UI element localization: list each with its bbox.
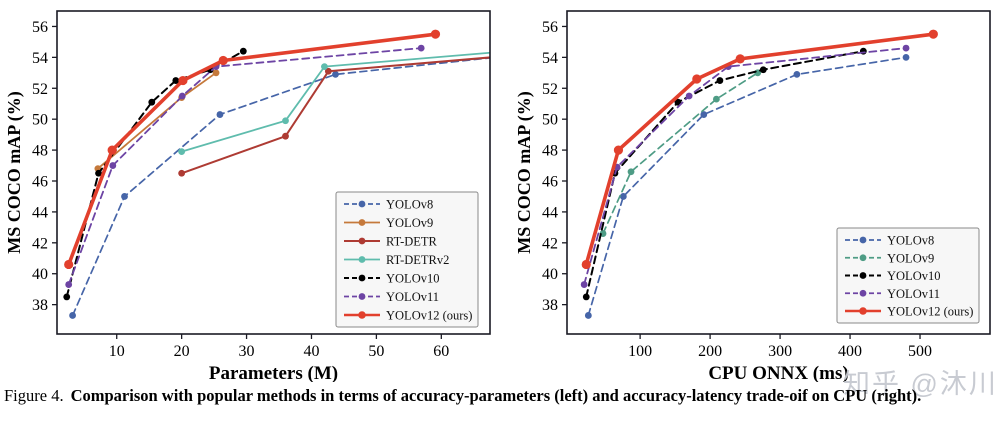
svg-text:YOLOv11: YOLOv11	[386, 290, 439, 304]
svg-text:48: 48	[542, 143, 558, 160]
svg-text:400: 400	[838, 343, 862, 360]
svg-text:42: 42	[542, 235, 558, 252]
svg-text:54: 54	[542, 50, 558, 67]
caption-text: Comparison with popular methods in terms…	[70, 386, 922, 405]
svg-text:YOLOv9: YOLOv9	[887, 251, 934, 265]
svg-text:RT-DETRv2: RT-DETRv2	[386, 253, 449, 267]
svg-text:YOLOv10: YOLOv10	[386, 272, 439, 286]
svg-text:YOLOv9: YOLOv9	[386, 216, 433, 230]
svg-text:56: 56	[542, 19, 558, 36]
svg-text:20: 20	[174, 343, 190, 360]
svg-text:44: 44	[542, 204, 558, 221]
svg-text:300: 300	[768, 343, 792, 360]
svg-text:MS COCO mAP (%): MS COCO mAP (%)	[4, 91, 25, 253]
svg-text:38: 38	[542, 297, 558, 314]
svg-text:56: 56	[32, 19, 48, 36]
svg-text:RT-DETR: RT-DETR	[386, 235, 438, 249]
charts-canvas: 38 40 42 44 46 48 50 52 54 56 10 20 30 40 50 60 Paramete…	[4, 10, 991, 382]
svg-text:46: 46	[542, 174, 558, 191]
svg-text:YOLOv12 (ours): YOLOv12 (ours)	[386, 309, 472, 323]
svg-text:52: 52	[542, 81, 558, 98]
caption-figure-number: Figure 4.	[4, 386, 64, 405]
svg-text:60: 60	[433, 343, 449, 360]
svg-text:200: 200	[698, 343, 722, 360]
svg-text:YOLOv10: YOLOv10	[887, 269, 940, 283]
svg-text:50: 50	[32, 112, 48, 129]
svg-text:CPU ONNX (ms): CPU ONNX (ms)	[708, 363, 848, 382]
svg-text:50: 50	[368, 343, 384, 360]
svg-text:100: 100	[628, 343, 652, 360]
svg-text:54: 54	[32, 50, 48, 67]
svg-text:YOLOv12 (ours): YOLOv12 (ours)	[887, 305, 973, 319]
svg-text:42: 42	[32, 235, 48, 252]
svg-text:40: 40	[303, 343, 319, 360]
svg-text:YOLOv11: YOLOv11	[887, 287, 940, 301]
svg-text:44: 44	[32, 204, 48, 221]
chart-params: 38 40 42 44 46 48 50 52 54 56 10 20 30 40 50 60 Paramete…	[4, 10, 491, 382]
svg-text:40: 40	[542, 266, 558, 283]
svg-text:10: 10	[109, 343, 125, 360]
svg-text:MS COCO mAP (%): MS COCO mAP (%)	[514, 91, 535, 253]
svg-text:500: 500	[908, 343, 932, 360]
chart-latency: 38 40 42 44 46 48 50 52 54 56 100 200 300 400 500 CPU O…	[514, 10, 991, 382]
svg-text:YOLOv8: YOLOv8	[887, 234, 934, 248]
svg-text:40: 40	[32, 266, 48, 283]
figure-caption: Figure 4. Comparison with popular methods…	[4, 386, 1004, 406]
svg-text:38: 38	[32, 297, 48, 314]
svg-text:52: 52	[32, 81, 48, 98]
svg-text:Parameters (M): Parameters (M)	[209, 363, 338, 382]
svg-text:46: 46	[32, 174, 48, 191]
svg-text:50: 50	[542, 112, 558, 129]
watermark: 知乎 @沐川	[843, 369, 998, 399]
svg-text:30: 30	[239, 343, 255, 360]
svg-text:YOLOv8: YOLOv8	[386, 198, 433, 212]
svg-text:48: 48	[32, 143, 48, 160]
